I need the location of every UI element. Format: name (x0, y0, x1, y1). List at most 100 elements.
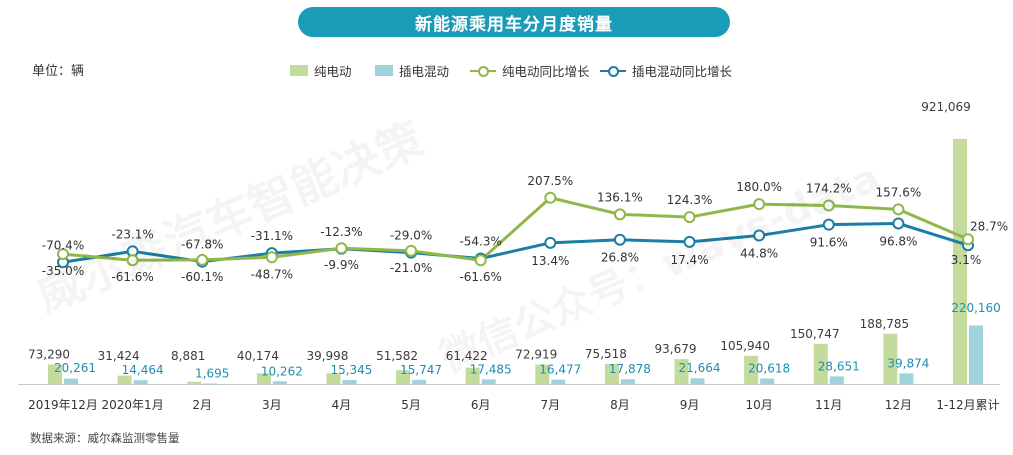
bar-phev-8 (620, 379, 635, 384)
legend-item-phev-bar: 插电混动 (375, 61, 449, 80)
bar-phev-4 (342, 379, 357, 384)
bar-label-phev-6: 17,485 (470, 362, 512, 376)
x-tick-label-12: 12月 (885, 398, 912, 412)
point-bev-9 (683, 211, 696, 224)
bar-bev-6 (465, 367, 480, 384)
point-phev-12 (892, 217, 905, 230)
line-label-bev-12: 157.6% (876, 185, 922, 199)
bar-phev-5 (412, 379, 427, 384)
x-tick-label-0: 2019年12月 (28, 398, 98, 412)
bar-label-bev-1: 31,424 (98, 349, 140, 363)
point-phev-7 (544, 236, 557, 249)
line-label-bev-7: 207.5% (527, 174, 573, 188)
line-label-bev-8: 136.1% (597, 190, 643, 204)
source-label: 数据来源：威尔森监测零售量 (30, 431, 180, 445)
bar-phev-7 (551, 379, 566, 384)
line-label-bev-9: 124.3% (667, 193, 713, 207)
bar-bev-5 (396, 370, 411, 384)
line-bev-growth (62, 196, 969, 262)
legend-swatch-phev-bar (375, 65, 393, 76)
bar-phev-6 (481, 379, 496, 384)
legend-label-bev-bar: 纯电动 (314, 64, 352, 79)
point-bev-13 (962, 233, 974, 246)
point-bev-4 (335, 242, 348, 255)
bar-label-bev-12: 188,785 (860, 317, 910, 331)
line-label-phev-5: -29.0% (390, 229, 432, 243)
bar-bev-4 (326, 373, 341, 384)
x-tick-label-11: 11月 (815, 398, 842, 412)
bar-label-phev-1: 14,464 (122, 363, 164, 377)
x-tick-label-7: 7月 (540, 398, 560, 412)
bar-bev-12 (883, 333, 898, 384)
x-tick-label-2: 2月 (192, 398, 212, 412)
bar-label-phev-8: 17,878 (609, 362, 651, 376)
bar-phev-0 (64, 378, 78, 384)
line-label-phev-1: -23.1% (111, 227, 153, 241)
bar-label-bev-0: 73,290 (28, 348, 70, 362)
bar-label-phev-13: 220,160 (951, 301, 1001, 315)
bar-label-phev-10: 20,618 (748, 362, 790, 376)
bar-label-phev-5: 15,747 (400, 363, 442, 377)
bar-label-bev-2: 8,881 (171, 349, 205, 363)
bar-label-phev-11: 28,651 (818, 359, 860, 373)
x-tick-label-13: 1-12月累计 (936, 398, 999, 412)
bar-bev-13 (953, 138, 967, 384)
bar-bev-3 (256, 373, 271, 384)
bar-label-phev-4: 15,345 (330, 363, 372, 377)
line-label-phev-4: -12.3% (320, 225, 362, 239)
bar-bev-9 (674, 359, 689, 384)
point-bev-12 (892, 203, 905, 216)
line-label-bev-1: -61.6% (111, 270, 153, 284)
line-label-phev-0: -70.4% (42, 238, 84, 252)
bar-phev-11 (829, 376, 844, 384)
legend-item-bev-line: 纯电动同比增长 (470, 61, 590, 80)
bar-bev-10 (744, 355, 759, 384)
line-label-phev-11: 91.6% (810, 236, 848, 250)
x-tick-label-8: 8月 (610, 398, 630, 412)
point-bev-7 (544, 191, 557, 204)
line-label-bev-5: -21.0% (390, 261, 432, 275)
line-label-phev-3: -31.1% (251, 229, 293, 243)
legend-label-phev-bar: 插电混动 (399, 64, 450, 79)
line-label-bev-6: -61.6% (459, 270, 501, 284)
bar-label-phev-3: 10,262 (261, 364, 303, 378)
bar-bev-0 (48, 364, 62, 384)
line-label-phev-8: 26.8% (601, 251, 639, 265)
legend-label-phev-line: 插电混动同比增长 (632, 64, 733, 79)
point-bev-3 (265, 251, 278, 264)
bar-label-bev-11: 150,747 (790, 327, 840, 341)
line-label-bev-10: 180.0% (736, 180, 782, 194)
bar-bev-8 (604, 363, 619, 384)
line-label-phev-10: 44.8% (740, 247, 778, 261)
point-bev-2 (196, 253, 209, 266)
point-phev-8 (613, 233, 626, 246)
line-label-phev-7: 13.4% (531, 254, 569, 268)
line-label-phev-13: 3.1% (951, 253, 982, 267)
point-phev-11 (822, 218, 835, 231)
line-label-phev-9: 17.4% (670, 253, 708, 267)
bar-bev-11 (813, 343, 828, 384)
bar-label-bev-10: 105,940 (720, 339, 770, 353)
bar-phev-10 (760, 378, 775, 384)
point-bev-10 (753, 198, 766, 211)
bar-phev-9 (690, 378, 705, 384)
point-bev-6 (474, 254, 487, 267)
bar-label-phev-7: 16,477 (539, 363, 581, 377)
x-tick-label-5: 5月 (401, 398, 421, 412)
x-tick-label-10: 10月 (746, 398, 773, 412)
legend-swatch-bev-line (470, 65, 496, 77)
bar-label-bev-7: 72,919 (515, 348, 557, 362)
bar-phev-13 (969, 325, 983, 384)
x-tick-label-1: 2020年1月 (102, 398, 164, 412)
x-tick-label-3: 3月 (262, 398, 282, 412)
point-phev-10 (753, 229, 766, 242)
legend-label-bev-line: 纯电动同比增长 (502, 64, 590, 79)
legend-swatch-bev-bar (290, 65, 308, 76)
bar-phev-12 (899, 373, 914, 384)
point-bev-8 (613, 208, 626, 221)
line-label-phev-6: -54.3% (459, 235, 501, 249)
bar-bev-2 (187, 381, 202, 384)
line-label-bev-4: -9.9% (324, 258, 359, 272)
legend-swatch-phev-line (600, 65, 626, 77)
